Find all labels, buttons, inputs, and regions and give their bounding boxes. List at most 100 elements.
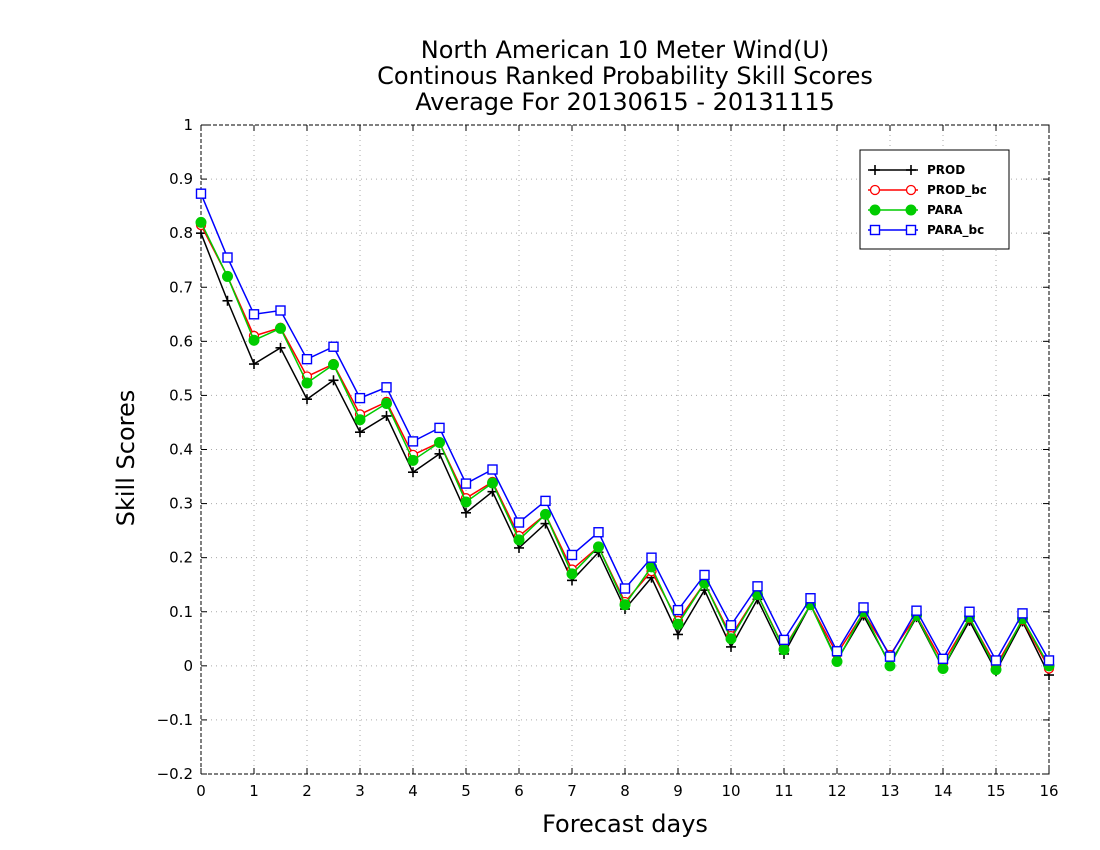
point-para-bc — [301, 353, 313, 365]
chart-title-line-1: North American 10 Meter Wind(U) — [421, 36, 830, 64]
legend-label-para: PARA — [927, 203, 963, 217]
point-para — [831, 656, 843, 668]
point-para-bc — [990, 655, 1002, 666]
x-tick-label: 14 — [933, 782, 952, 800]
point-para — [778, 644, 790, 656]
point-para-bc — [805, 593, 816, 604]
x-tick-label: 11 — [774, 782, 793, 800]
point-prod — [249, 359, 259, 370]
point-prod — [355, 427, 365, 438]
point-para-bc — [831, 646, 843, 657]
x-tick-label: 7 — [567, 782, 577, 800]
point-para-bc — [725, 620, 737, 631]
point-para-bc — [513, 517, 525, 528]
legend-label-prod: PROD — [927, 163, 965, 177]
point-para — [513, 534, 525, 546]
point-para — [619, 599, 631, 611]
legend-entry-prod: PROD — [868, 163, 965, 177]
point-para-bc — [752, 581, 763, 592]
x-tick-label: 12 — [827, 782, 846, 800]
point-para-bc — [328, 341, 339, 352]
y-tick-label: 0.7 — [169, 278, 193, 296]
point-prod — [328, 375, 339, 386]
point-para-bc — [699, 569, 710, 581]
legend-label-prod-bc: PROD_bc — [927, 183, 987, 198]
point-para — [222, 270, 233, 282]
point-para — [990, 664, 1002, 676]
point-prod — [381, 410, 392, 421]
legend-marker-prod — [906, 165, 916, 175]
y-tick-label: 0.5 — [169, 386, 193, 404]
point-prod — [461, 507, 471, 518]
point-para — [593, 541, 604, 553]
y-tick-label: 0.3 — [169, 495, 193, 513]
point-prod — [222, 295, 233, 306]
point-para — [195, 216, 207, 228]
y-tick-label: −0.2 — [157, 765, 193, 783]
x-tick-label: 5 — [461, 782, 471, 800]
point-para-bc — [858, 602, 869, 613]
legend-entry-para-bc: PARA_bc — [868, 223, 984, 238]
point-para-bc — [646, 552, 657, 563]
legend-entry-prod-bc: PROD_bc — [868, 183, 987, 198]
x-tick-label: 2 — [302, 782, 312, 800]
point-para-bc — [1017, 608, 1028, 619]
point-para-bc — [937, 653, 949, 665]
point-para — [434, 436, 445, 448]
y-tick-label: 0.8 — [169, 224, 193, 242]
chart-title-line-2: Continous Ranked Probability Skill Score… — [377, 62, 873, 90]
point-para-bc — [619, 583, 631, 594]
y-tick-label: 0.6 — [169, 332, 193, 350]
point-para — [248, 334, 260, 346]
point-para — [328, 359, 339, 371]
point-prod — [275, 342, 286, 353]
point-para — [301, 377, 313, 389]
y-tick-label: −0.1 — [157, 711, 193, 729]
y-tick-label: 1 — [183, 116, 193, 134]
point-para-bc — [195, 188, 207, 199]
point-para — [354, 414, 366, 426]
axis-ticks: −0.2−0.100.10.20.30.40.50.60.70.80.910 1 2… — [157, 116, 1059, 800]
point-para — [725, 633, 737, 645]
point-para — [275, 322, 286, 334]
point-para-bc — [487, 464, 498, 475]
point-para — [407, 454, 419, 466]
point-para — [460, 496, 472, 508]
legend-entry-para: PARA — [868, 203, 963, 217]
point-para-bc — [275, 305, 286, 316]
legend: PROD PROD_bc PARA PARA_bc — [859, 149, 1010, 250]
point-para-bc — [434, 422, 445, 434]
legend-marker-prod-bc — [869, 184, 881, 196]
x-tick-label: 8 — [620, 782, 630, 800]
point-para — [540, 508, 551, 520]
point-para — [672, 618, 684, 630]
point-para-bc — [672, 604, 684, 616]
point-para-bc — [248, 309, 260, 320]
point-para-bc — [540, 495, 551, 507]
x-tick-label: 13 — [880, 782, 899, 800]
point-para-bc — [566, 549, 578, 561]
x-tick-label: 4 — [408, 782, 418, 800]
point-para-bc — [407, 436, 419, 447]
point-para — [884, 660, 896, 672]
y-axis-label: Skill Scores — [112, 390, 140, 527]
point-prod — [302, 394, 312, 405]
point-para — [487, 477, 498, 489]
y-tick-label: 0 — [183, 657, 193, 675]
point-prod — [673, 629, 683, 640]
x-tick-label: 9 — [673, 782, 683, 800]
point-para-bc — [354, 392, 366, 404]
legend-marker-para-bc — [869, 224, 881, 236]
point-para-bc — [964, 606, 975, 617]
point-para-bc — [222, 252, 233, 263]
legend-box — [859, 149, 1010, 250]
series-para-bc — [195, 188, 1055, 666]
x-tick-label: 10 — [721, 782, 740, 800]
y-tick-label: 0.9 — [169, 170, 193, 188]
x-axis-label: Forecast days — [542, 810, 708, 838]
y-tick-label: 0.1 — [169, 603, 193, 621]
legend-marker-prod-bc — [905, 184, 917, 196]
point-para-bc — [593, 527, 604, 538]
x-tick-label: 6 — [514, 782, 524, 800]
